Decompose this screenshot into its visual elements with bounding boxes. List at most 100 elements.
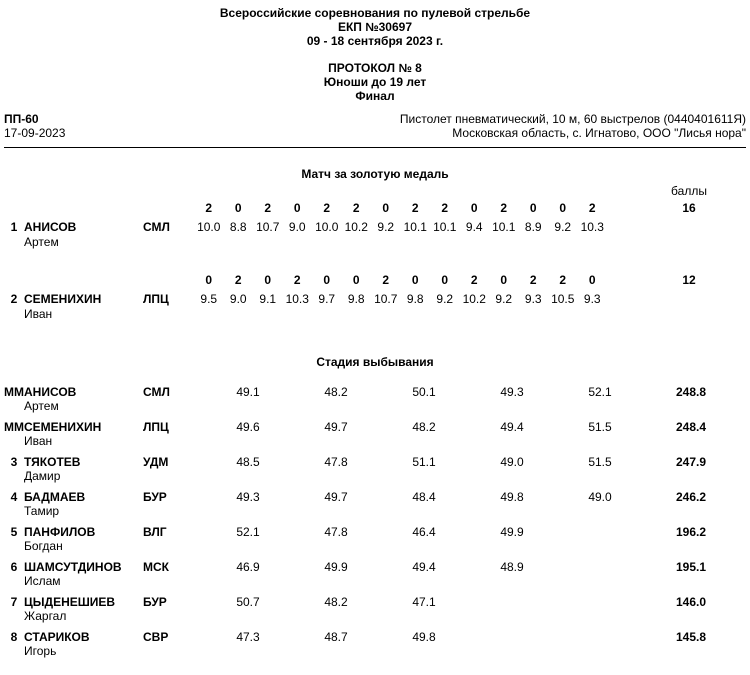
shot-score: 9.2 — [554, 220, 572, 234]
series-score — [556, 628, 644, 644]
event-info-bar: ПП-60 17-09-2023 Пистолет пневматический… — [4, 112, 746, 148]
shot-score: 10.0 — [197, 220, 221, 234]
shot-point-value: 0 — [352, 273, 360, 287]
empty-cell — [4, 644, 24, 663]
shot-score: 10.3 — [285, 292, 309, 306]
match-points-total: 16 — [682, 201, 696, 215]
athlete-firstname: Игорь — [24, 644, 57, 658]
series-score: 49.8 — [412, 630, 436, 644]
athlete-firstname: Артем — [24, 399, 59, 413]
athlete-rank: 5 — [10, 525, 18, 539]
athlete-firstname-row: Игорь — [4, 644, 746, 663]
series-score: 49.4 — [412, 560, 436, 574]
athlete-rank: ММ — [4, 420, 24, 434]
series-score: 52.1 — [588, 385, 612, 399]
shot-point-value: 2 — [323, 201, 331, 215]
shot-point-value: 2 — [470, 273, 478, 287]
total-score: 196.2 — [675, 525, 706, 539]
elimination-rows: ММ АНИСОВ СМЛ 49.1 48.2 50.1 49.3 52.1 248.8 Арте… — [4, 383, 746, 663]
athlete-firstname: Богдан — [24, 539, 63, 553]
series-score: 49.8 — [500, 490, 524, 504]
protocol-number: ПРОТОКОЛ № 8 — [328, 61, 422, 75]
shot-point-value: 0 — [234, 201, 242, 215]
shot-point-value: 2 — [264, 201, 272, 215]
series-score: 48.5 — [236, 455, 260, 469]
athlete-surname: БАДМАЕВ — [24, 490, 86, 504]
athlete-team: ЛПЦ — [143, 292, 169, 306]
shot-point-value: 2 — [500, 201, 508, 215]
shot-score: 10.2 — [462, 292, 486, 306]
elimination-row: 6 ШАМСУТДИНОВ МСК 46.9 49.9 49.4 48.9 195.1 — [4, 558, 746, 574]
empty-cell — [4, 434, 24, 453]
athlete-team: УДМ — [143, 455, 169, 469]
athlete-firstname-row: Дамир — [4, 469, 746, 488]
empty-cell — [4, 539, 24, 558]
athlete-team: СМЛ — [143, 385, 170, 399]
shot-score: 9.2 — [495, 292, 513, 306]
age-category: Юноши до 19 лет — [323, 75, 427, 89]
athlete-team: БУР — [143, 490, 167, 504]
series-score: 49.9 — [500, 525, 524, 539]
points-header-row: баллы — [4, 183, 746, 198]
event-date: 17-09-2023 — [4, 126, 66, 140]
event-info-right: Пистолет пневматический, 10 м, 60 выстре… — [400, 112, 746, 140]
series-score: 51.5 — [588, 455, 612, 469]
shot-point-value: 0 — [264, 273, 272, 287]
shot-points-row: 0 2 0 2 0 0 2 0 0 2 0 2 2 0 12 — [4, 270, 746, 287]
athlete-team: ВЛГ — [143, 525, 167, 539]
empty-cell — [607, 270, 632, 287]
athlete-firstname-row: Тамир — [4, 504, 746, 523]
total-score: 248.8 — [675, 385, 706, 399]
shot-point-value: 2 — [352, 201, 360, 215]
athlete-rank: 1 — [10, 220, 18, 234]
empty-cell — [4, 249, 746, 270]
athlete-team: БУР — [143, 595, 167, 609]
shot-point-value: 0 — [559, 201, 567, 215]
shot-score: 10.1 — [403, 220, 427, 234]
athlete-rank: 3 — [10, 455, 18, 469]
series-score: 48.2 — [324, 385, 348, 399]
series-score: 46.9 — [236, 560, 260, 574]
gold-match-table: баллы 2 0 2 0 2 2 0 2 2 0 2 0 0 2 16 1 АНИСОВ СМЛ 10.0 8.8 1… — [4, 183, 746, 321]
athlete-surname: СТАРИКОВ — [24, 630, 90, 644]
series-score: 49.7 — [324, 420, 348, 434]
shot-score: 9.8 — [406, 292, 424, 306]
shot-point-value: 0 — [411, 273, 419, 287]
athlete-firstname: Иван — [24, 307, 53, 321]
empty-cell — [607, 198, 632, 215]
athlete-firstname-row: Богдан — [4, 539, 746, 558]
series-score: 49.4 — [500, 420, 524, 434]
series-score — [556, 523, 644, 539]
shot-point-value: 0 — [500, 273, 508, 287]
athlete-firstname: Жаргал — [24, 609, 67, 623]
shot-score: 8.8 — [229, 220, 247, 234]
empty-cell — [4, 399, 24, 418]
empty-cell — [4, 198, 194, 215]
series-score: 49.7 — [324, 490, 348, 504]
shot-point-value: 0 — [529, 201, 537, 215]
shot-score: 9.0 — [229, 292, 247, 306]
athlete-firstname-row: Жаргал — [4, 609, 746, 628]
shot-point-value: 2 — [205, 201, 213, 215]
series-score: 50.1 — [412, 385, 436, 399]
event-info-left: ПП-60 17-09-2023 — [4, 112, 65, 140]
series-score: 49.9 — [324, 560, 348, 574]
shot-score: 10.7 — [256, 220, 280, 234]
athlete-rank: 4 — [10, 490, 18, 504]
shot-score: 10.0 — [315, 220, 339, 234]
series-score: 49.0 — [500, 455, 524, 469]
athlete-firstname: Ислам — [24, 574, 61, 588]
elimination-title: Стадия выбывания — [316, 355, 434, 369]
elimination-row: ММ СЕМЕНИХИН ЛПЦ 49.6 49.7 48.2 49.4 51.5 248.4 — [4, 418, 746, 434]
shot-score: 9.0 — [288, 220, 306, 234]
empty-cell — [4, 609, 24, 628]
series-score: 48.9 — [500, 560, 524, 574]
shot-score: 10.2 — [344, 220, 368, 234]
shot-score: 10.1 — [433, 220, 457, 234]
athlete-firstname-row: Иван — [4, 434, 746, 453]
discipline-description: Пистолет пневматический, 10 м, 60 выстре… — [399, 112, 746, 126]
shot-score: 10.1 — [492, 220, 516, 234]
shot-score: 10.7 — [374, 292, 398, 306]
series-score: 48.2 — [412, 420, 436, 434]
series-score: 47.1 — [412, 595, 436, 609]
